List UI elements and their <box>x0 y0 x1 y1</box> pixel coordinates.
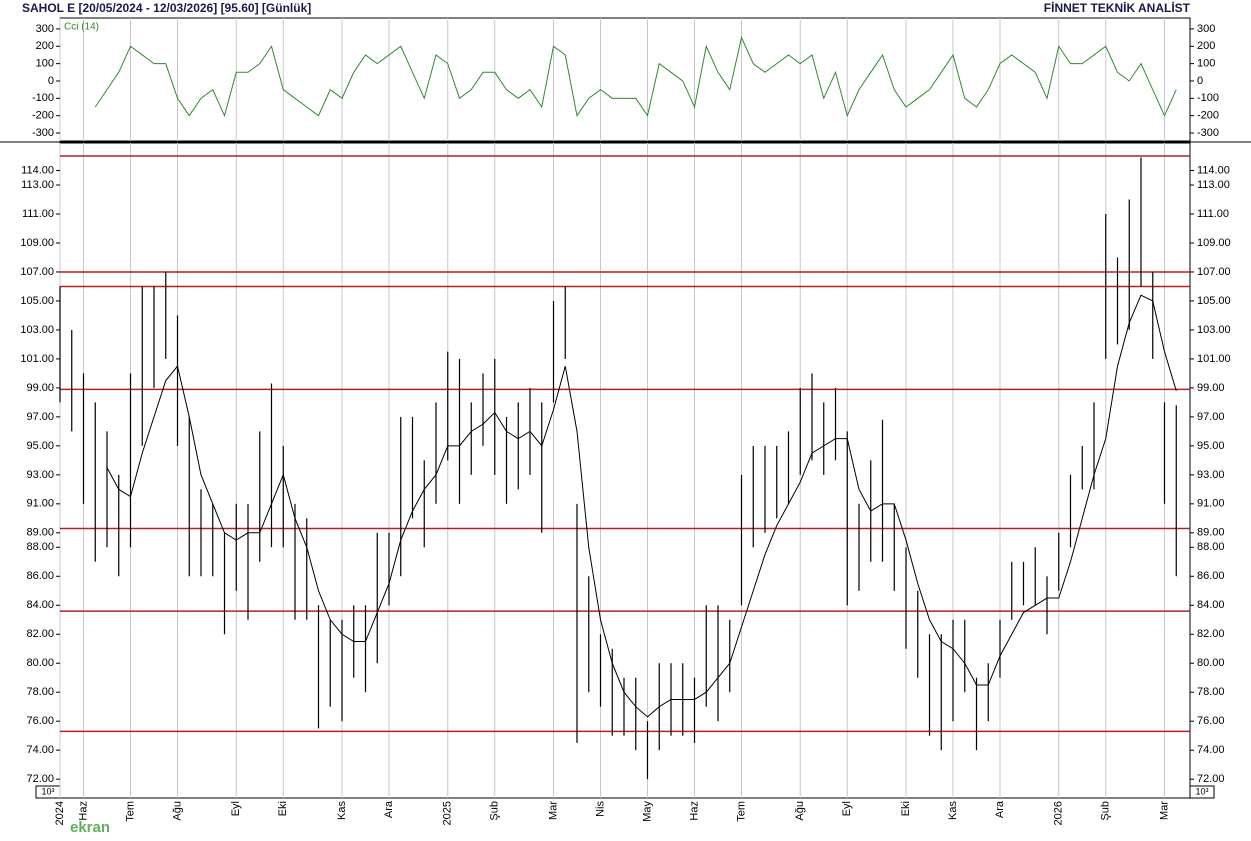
y-tick-label: 200 <box>1197 40 1215 52</box>
y-tick-label: 82.00 <box>26 628 54 640</box>
y-tick-label: 88.00 <box>1197 541 1225 553</box>
y-tick-label: 80.00 <box>26 657 54 669</box>
y-tick-label: 100 <box>36 58 54 70</box>
x-tick-label: May <box>641 801 653 822</box>
x-tick-label: 2025 <box>442 801 454 825</box>
y-tick-label: 99.00 <box>26 382 54 394</box>
y-tick-label: 82.00 <box>1197 628 1225 640</box>
y-tick-label: 76.00 <box>26 715 54 727</box>
y-tick-label: 113.00 <box>1197 179 1230 191</box>
y-tick-label: 97.00 <box>1197 411 1225 423</box>
x-tick-label: Ağu <box>794 801 806 821</box>
header-right: FİNNET TEKNİK ANALİST <box>1044 0 1191 15</box>
y-tick-label: 0 <box>1197 75 1203 87</box>
scale-label: 10³ <box>41 786 54 796</box>
x-tick-label: 2026 <box>1053 801 1065 825</box>
y-tick-label: 300 <box>36 23 54 35</box>
y-tick-label: -200 <box>1197 110 1219 122</box>
y-tick-label: 107.00 <box>1197 266 1231 278</box>
watermark: ekran <box>70 819 110 836</box>
y-tick-label: 105.00 <box>20 295 54 307</box>
x-tick-label: Mar <box>1158 801 1170 820</box>
y-tick-label: -100 <box>1197 92 1219 104</box>
y-tick-label: 95.00 <box>1197 440 1225 452</box>
y-tick-label: 88.00 <box>26 541 54 553</box>
y-tick-label: 78.00 <box>1197 686 1225 698</box>
x-tick-label: Tem <box>735 801 747 822</box>
y-tick-label: 86.00 <box>26 570 54 582</box>
header-left: SAHOL E [20/05/2024 - 12/03/2026] [95.60… <box>22 1 311 15</box>
x-tick-label: Nis <box>594 801 606 817</box>
y-tick-label: 74.00 <box>26 744 54 756</box>
y-tick-label: 101.00 <box>1197 353 1231 365</box>
y-tick-label: 76.00 <box>1197 715 1225 727</box>
cci-line <box>94 36 1177 118</box>
y-tick-label: 89.00 <box>1197 527 1225 539</box>
y-tick-label: 100 <box>1197 58 1215 70</box>
y-tick-label: 113.00 <box>21 179 54 191</box>
x-tick-label: Ağu <box>171 801 183 821</box>
x-tick-label: Haz <box>77 801 89 821</box>
y-tick-label: 89.00 <box>26 527 54 539</box>
y-tick-label: 93.00 <box>1197 469 1225 481</box>
x-tick-label: Tem <box>124 801 136 822</box>
y-tick-label: 105.00 <box>1197 295 1231 307</box>
y-tick-label: 86.00 <box>1197 570 1225 582</box>
x-tick-label: Eki <box>277 801 289 816</box>
x-tick-label: Eyl <box>841 801 853 816</box>
legend-entry: Cci (14) <box>64 22 99 33</box>
y-tick-label: 107.00 <box>20 266 54 278</box>
y-tick-label: 109.00 <box>20 237 54 249</box>
x-tick-label: Şub <box>489 801 501 821</box>
x-tick-label: Haz <box>688 801 700 821</box>
y-tick-label: 111.00 <box>1197 208 1229 220</box>
y-tick-label: 93.00 <box>26 469 54 481</box>
y-tick-label: 300 <box>1197 23 1215 35</box>
y-tick-label: 95.00 <box>26 440 54 452</box>
y-tick-label: 84.00 <box>1197 599 1225 611</box>
x-tick-label: Şub <box>1100 801 1112 821</box>
moving-average <box>106 294 1177 718</box>
x-tick-label: Eyl <box>230 801 242 816</box>
x-tick-label: Mar <box>547 801 559 820</box>
y-tick-label: 101.00 <box>20 353 54 365</box>
y-tick-label: 99.00 <box>1197 382 1225 394</box>
scale-box <box>1189 785 1215 799</box>
y-tick-label: -300 <box>1197 127 1219 139</box>
y-tick-label: 72.00 <box>1197 773 1225 785</box>
y-tick-label: 97.00 <box>26 411 54 423</box>
y-tick-label: 0 <box>48 75 54 87</box>
y-tick-label: 103.00 <box>1197 324 1231 336</box>
y-tick-label: 72.00 <box>26 773 54 785</box>
y-tick-label: 109.00 <box>1197 237 1231 249</box>
x-tick-label: Kas <box>947 801 959 820</box>
y-tick-label: 91.00 <box>1197 498 1225 510</box>
y-tick-label: 74.00 <box>1197 744 1225 756</box>
y-tick-label: 114.00 <box>21 164 54 176</box>
y-tick-label: 111.00 <box>22 208 54 220</box>
y-tick-label: 91.00 <box>26 498 54 510</box>
y-tick-label: 84.00 <box>26 599 54 611</box>
y-tick-label: -300 <box>32 127 54 139</box>
y-tick-label: -100 <box>32 92 54 104</box>
x-tick-label: 2024 <box>54 801 66 825</box>
y-tick-label: -200 <box>32 110 54 122</box>
scale-label: 10³ <box>1195 786 1208 796</box>
y-tick-label: 200 <box>36 40 54 52</box>
x-tick-label: Ara <box>994 800 1006 818</box>
x-tick-label: Ara <box>383 800 395 818</box>
y-tick-label: 78.00 <box>26 686 54 698</box>
y-tick-label: 114.00 <box>1197 164 1230 176</box>
y-tick-label: 80.00 <box>1197 657 1225 669</box>
x-tick-label: Eki <box>900 801 912 816</box>
x-tick-label: Kas <box>336 801 348 820</box>
y-tick-label: 103.00 <box>20 324 54 336</box>
